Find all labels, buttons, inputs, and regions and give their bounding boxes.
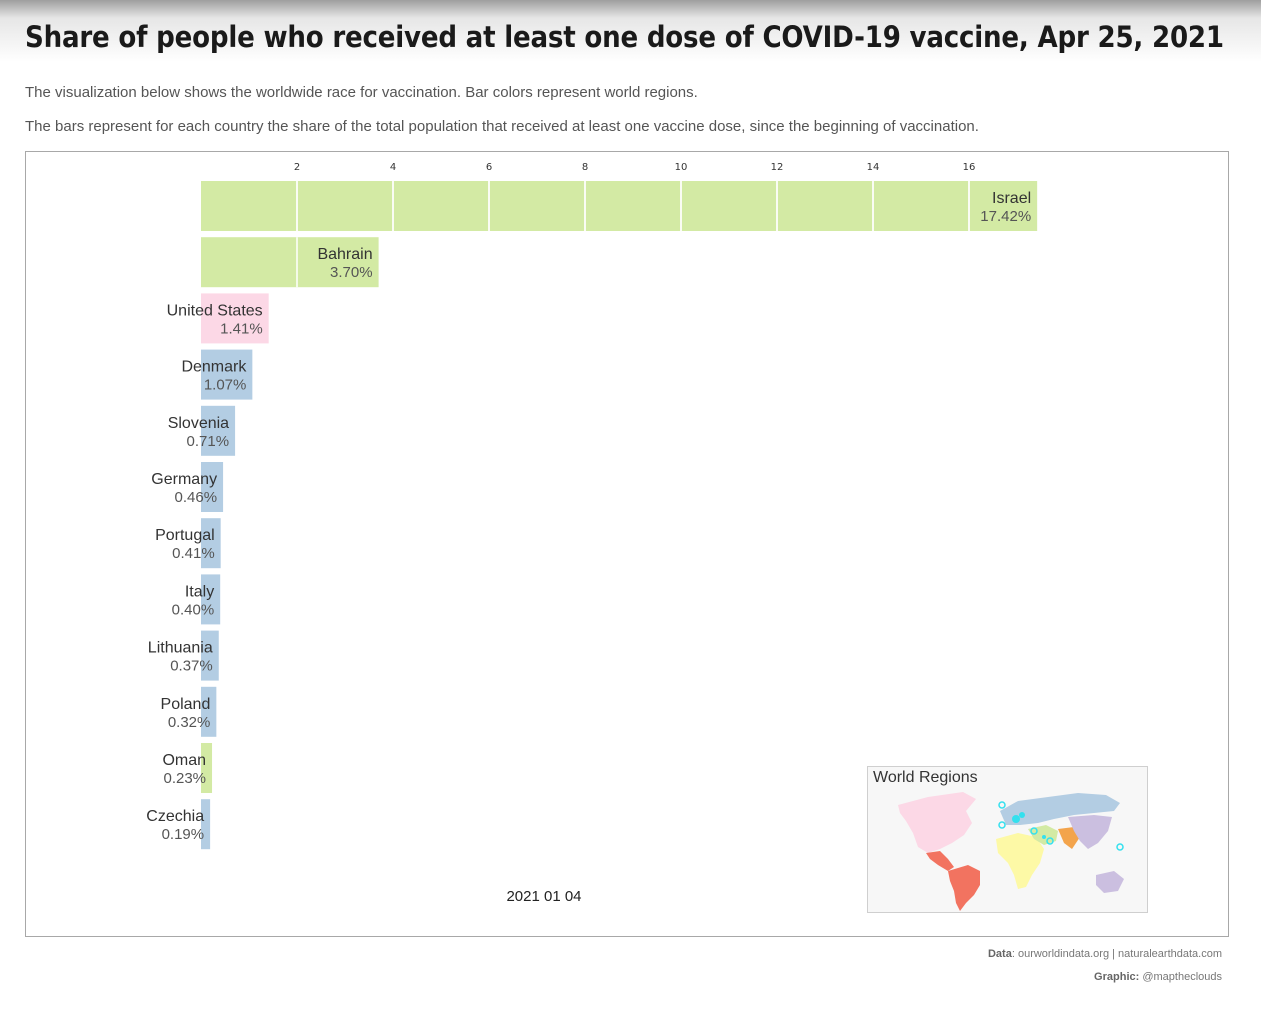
map-highlight-dot bbox=[1042, 835, 1046, 839]
bar-germany bbox=[201, 462, 224, 512]
value-label: 0.46% bbox=[175, 489, 218, 506]
page-title: Share of people who received at least on… bbox=[25, 20, 1224, 54]
map-region-south-america bbox=[948, 865, 980, 911]
value-label: 0.37% bbox=[170, 658, 213, 675]
map-highlight-dot bbox=[998, 801, 1006, 809]
map-region-europe bbox=[1000, 793, 1120, 825]
value-label: 0.40% bbox=[172, 601, 215, 618]
x-tick-label: 6 bbox=[486, 162, 492, 173]
x-axis-ticks: 2 4 6 8 10 12 14 16 bbox=[294, 162, 976, 173]
value-label: 0.32% bbox=[168, 714, 211, 731]
country-label: Denmark bbox=[181, 359, 247, 376]
bar-bahrain bbox=[201, 237, 379, 288]
country-label: Bahrain bbox=[317, 246, 372, 263]
map-region-central-america bbox=[926, 851, 954, 871]
grid-lines bbox=[296, 181, 970, 288]
data-credit-label: Data bbox=[987, 948, 1012, 960]
bars bbox=[201, 181, 1038, 850]
description-text: The visualization below shows the worldw… bbox=[25, 84, 698, 101]
header-band bbox=[0, 0, 1261, 70]
x-tick-label: 4 bbox=[390, 162, 396, 173]
graphic-credit-author: @mapthe​clouds bbox=[1142, 971, 1222, 983]
map-region-africa bbox=[996, 833, 1044, 889]
map-highlight-dot bbox=[1116, 843, 1124, 851]
value-label: 17.42% bbox=[980, 208, 1031, 225]
value-label: 1.07% bbox=[204, 377, 247, 394]
x-tick-label: 2 bbox=[294, 162, 300, 173]
world-regions-legend: World Regions bbox=[867, 766, 1148, 913]
graphic-credit: Graphic: @mapthe​clouds bbox=[1094, 971, 1222, 983]
data-credit: Data: ourworldindata.org | naturalearthd… bbox=[987, 948, 1222, 960]
country-label: Oman bbox=[162, 752, 206, 769]
bar-slovenia bbox=[201, 405, 236, 456]
country-label: Italy bbox=[185, 583, 214, 600]
description-text-bars: The bars represent for each country the … bbox=[25, 118, 979, 135]
bar-lithuania bbox=[201, 630, 219, 681]
map-highlight-dot bbox=[1012, 815, 1020, 823]
x-tick-label: 16 bbox=[963, 162, 976, 173]
map-highlight-dot bbox=[1019, 812, 1025, 818]
value-label: 0.41% bbox=[172, 545, 215, 562]
country-label: Slovenia bbox=[168, 415, 229, 432]
graphic-credit-label: Graphic: bbox=[1094, 971, 1140, 983]
map-region-south-asia bbox=[1058, 827, 1080, 849]
bar-poland bbox=[201, 686, 217, 737]
value-label: 0.71% bbox=[187, 433, 230, 450]
bar-denmark bbox=[201, 349, 253, 400]
x-tick-label: 14 bbox=[867, 162, 880, 173]
value-label: 0.23% bbox=[163, 770, 206, 787]
x-tick-label: 8 bbox=[582, 162, 588, 173]
chart-frame: 2 4 6 8 10 12 14 16 2021 01 04 Israel 17.42% Bahr… bbox=[25, 151, 1229, 937]
map-region-middle-east bbox=[1028, 825, 1058, 845]
bar-portugal bbox=[201, 518, 221, 569]
country-label: Lithuania bbox=[148, 640, 213, 657]
country-label: Czechia bbox=[146, 808, 204, 825]
map-highlight-dot bbox=[1030, 827, 1038, 835]
value-label: 0.19% bbox=[162, 826, 205, 843]
map-region-north-america bbox=[898, 792, 976, 853]
country-label: Israel bbox=[992, 190, 1031, 207]
map-region-oceania bbox=[1096, 871, 1124, 893]
legend-title: World Regions bbox=[873, 769, 978, 786]
x-tick-label: 12 bbox=[771, 162, 784, 173]
bar-czechia bbox=[201, 799, 211, 850]
world-map bbox=[898, 792, 1124, 911]
bar-united-states bbox=[201, 293, 269, 344]
value-label: 3.70% bbox=[330, 264, 373, 281]
value-label: 1.41% bbox=[220, 320, 263, 337]
data-credit-sources: ourworldindata.org | naturalearthdata.co… bbox=[1017, 948, 1222, 960]
country-label: Portugal bbox=[155, 527, 215, 544]
map-highlight-dot bbox=[998, 821, 1006, 829]
country-label: Germany bbox=[151, 471, 217, 488]
map-highlight-dot bbox=[1046, 837, 1054, 845]
x-tick-label: 10 bbox=[675, 162, 688, 173]
country-label: Poland bbox=[161, 696, 211, 713]
map-region-asia bbox=[1068, 815, 1112, 849]
bar-italy bbox=[201, 574, 221, 625]
bar-israel bbox=[201, 181, 1038, 231]
date-label: 2021 01 04 bbox=[506, 888, 581, 905]
bar-oman bbox=[201, 743, 213, 793]
country-label: United States bbox=[167, 302, 263, 319]
